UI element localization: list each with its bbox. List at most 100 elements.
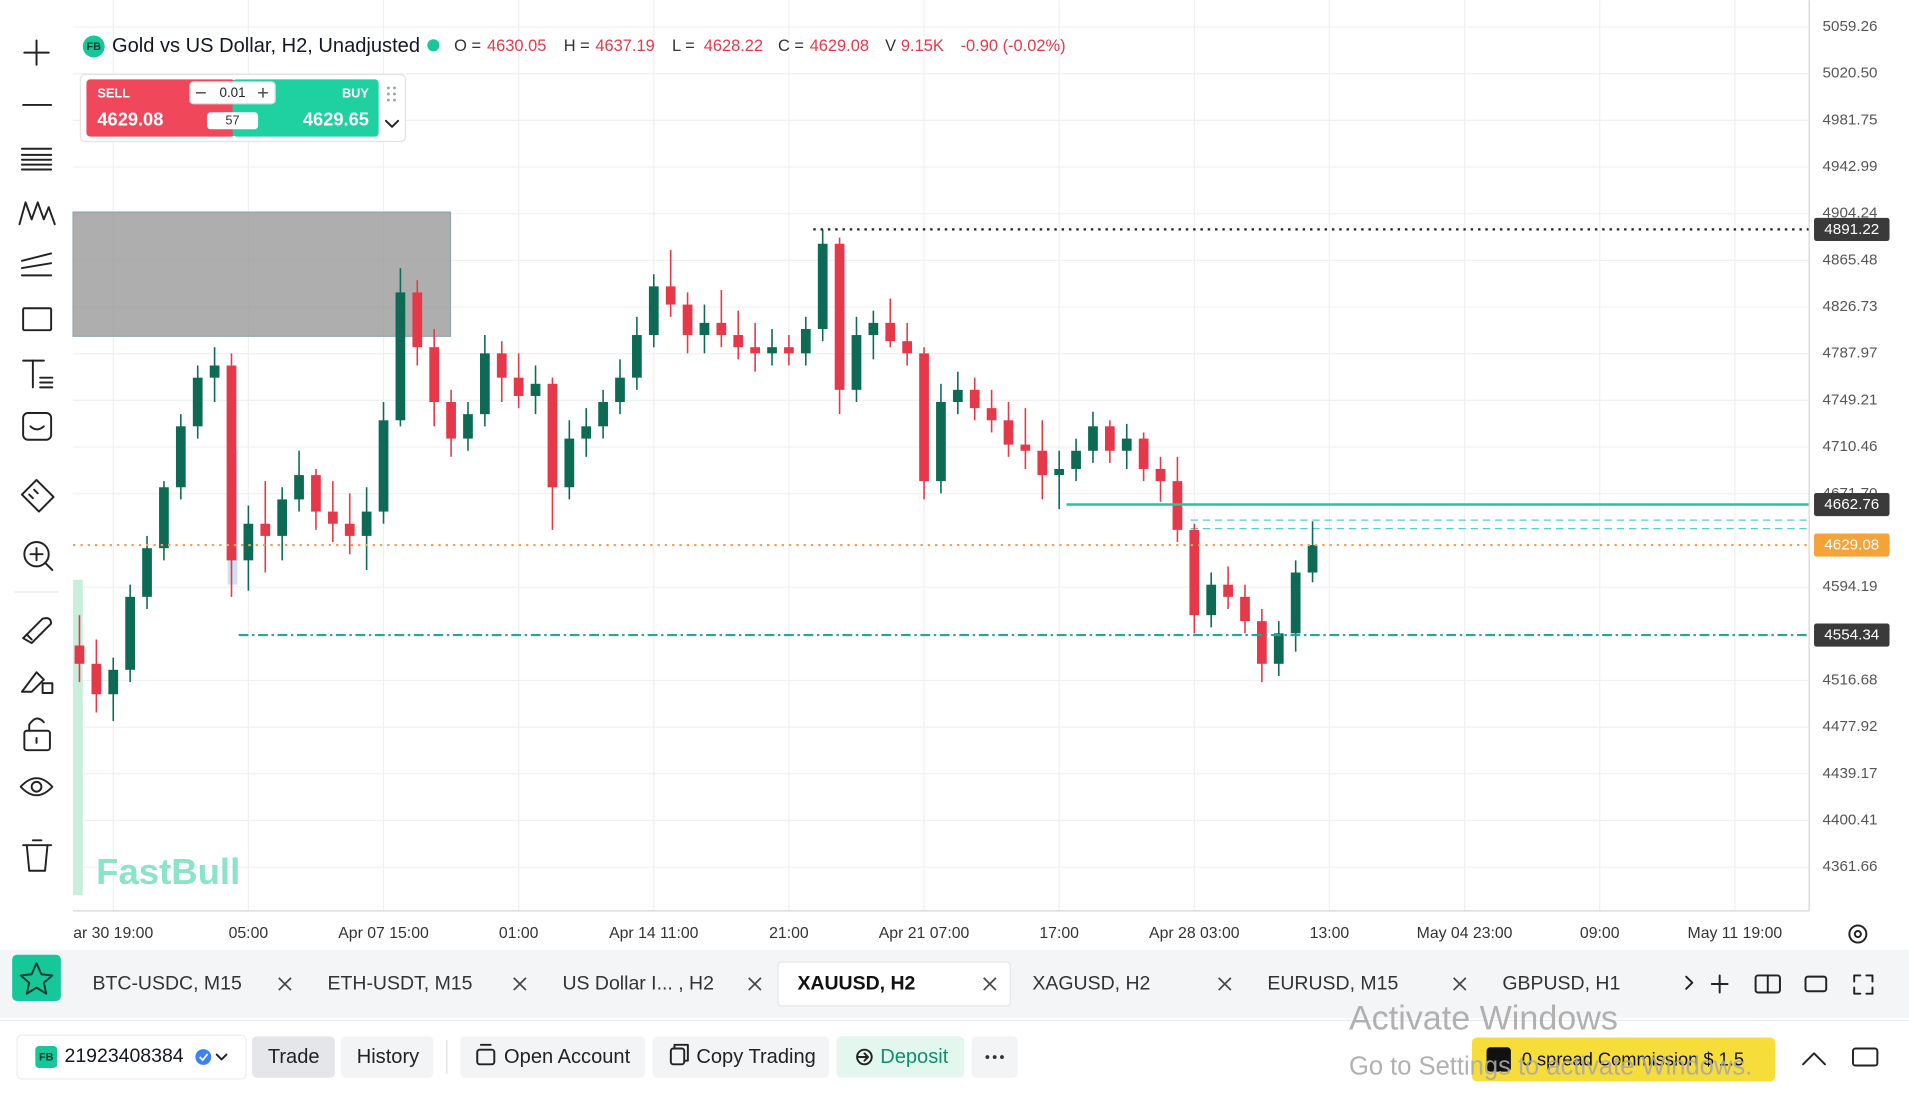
- candle-body: [446, 401, 456, 439]
- button-bg: [460, 1036, 646, 1078]
- fullscreen-button[interactable]: [1853, 974, 1874, 995]
- candle-body: [1189, 529, 1200, 616]
- x-tick-label: 21:00: [769, 925, 809, 942]
- tab[interactable]: XAGUSD, H2: [1032, 973, 1232, 995]
- candle-body: [885, 322, 896, 342]
- tab-close[interactable]: [513, 977, 527, 991]
- y-tick-label: 4826.73: [1823, 298, 1878, 315]
- stat-label: H =: [564, 37, 590, 55]
- x-tick-label: Apr 21 07:00: [879, 925, 970, 942]
- y-tick-label: 4516.68: [1823, 671, 1878, 688]
- tab-close[interactable]: [1453, 977, 1467, 991]
- price-axis: [1809, 0, 1909, 950]
- x-tick-label: May 11 19:00: [1688, 925, 1783, 942]
- button[interactable]: Deposit: [836, 1036, 965, 1078]
- tab-close[interactable]: [1218, 977, 1232, 991]
- watermark: FastBull: [96, 851, 240, 892]
- tab-close[interactable]: [748, 977, 762, 991]
- add-tab[interactable]: [1710, 974, 1729, 994]
- y-tick-label: 4787.97: [1823, 345, 1878, 362]
- magnet-tool[interactable]: [22, 617, 53, 645]
- spread-value: 57: [225, 113, 239, 128]
- candle-body: [175, 426, 186, 488]
- candle-body: [564, 438, 575, 488]
- tab[interactable]: US Dollar I... , H2: [562, 973, 762, 995]
- candle-body: [699, 322, 710, 336]
- x-tick-label: 05:00: [229, 925, 269, 942]
- x-tick-label: 13:00: [1310, 925, 1350, 942]
- candle-body: [902, 341, 913, 354]
- settings-icon[interactable]: [1848, 924, 1868, 944]
- window-button[interactable]: [1804, 975, 1828, 993]
- account-chevron[interactable]: [215, 1053, 228, 1061]
- collapse-button[interactable]: [1802, 1052, 1826, 1066]
- promo-banner[interactable]: [1471, 1037, 1776, 1082]
- candle-body: [1273, 633, 1284, 664]
- candle-body: [311, 475, 321, 512]
- button[interactable]: Open Account: [460, 1036, 646, 1078]
- stat-value: 9.15K: [901, 37, 944, 55]
- zone-rectangle: [72, 211, 452, 337]
- tabs-next[interactable]: [1685, 975, 1694, 990]
- candle-body: [1071, 450, 1081, 469]
- expand-chevron[interactable]: [384, 119, 400, 128]
- tab[interactable]: EURUSD, M15: [1267, 973, 1467, 995]
- candle-body: [1054, 468, 1065, 476]
- pattern-tool[interactable]: [18, 201, 56, 226]
- tab-close[interactable]: [278, 977, 292, 991]
- y-tick-label: 4594.19: [1823, 578, 1878, 595]
- candle-body: [716, 322, 727, 336]
- visibility-tool[interactable]: [19, 777, 54, 797]
- lock-drawing-tool[interactable]: [20, 671, 54, 694]
- drag-handle[interactable]: [386, 86, 396, 102]
- candle-body: [1206, 584, 1217, 616]
- candle-body: [919, 353, 929, 482]
- panel-button[interactable]: [1852, 1047, 1879, 1067]
- tab-close[interactable]: [983, 977, 997, 991]
- y-tick-label: 4710.46: [1823, 438, 1878, 455]
- delete-tool[interactable]: [22, 839, 53, 872]
- channel-tool[interactable]: [20, 252, 53, 277]
- y-tick-label: 4749.21: [1823, 391, 1878, 408]
- stat-value: 4629.08: [810, 37, 869, 55]
- crosshair-tool[interactable]: [23, 39, 50, 66]
- button[interactable]: History: [340, 1036, 434, 1078]
- y-tick-label: 4400.41: [1823, 811, 1878, 828]
- lot-input[interactable]: [189, 81, 276, 105]
- open-account-icon: [476, 1043, 496, 1066]
- rect-tool[interactable]: [22, 307, 53, 332]
- candle-body: [784, 347, 794, 354]
- ruler-tool[interactable]: [20, 478, 55, 513]
- tab[interactable]: ETH-USDT, M15: [328, 973, 527, 995]
- promo-text: 0 spread Commission $ 1.5: [1522, 1048, 1744, 1069]
- tab[interactable]: XAUUSD, H2: [777, 961, 1012, 1007]
- account-box[interactable]: [16, 1034, 247, 1080]
- account-badge-text: FB: [39, 1052, 54, 1064]
- favorites-button[interactable]: [12, 954, 61, 1002]
- button[interactable]: Trade: [252, 1036, 335, 1078]
- candle-body: [986, 408, 997, 421]
- button[interactable]: Copy Trading: [652, 1036, 830, 1078]
- tab[interactable]: BTC-USDC, M15: [93, 973, 292, 995]
- candle-body: [243, 523, 254, 561]
- candle-body: [412, 292, 423, 348]
- button-label: Trade: [268, 1046, 320, 1068]
- emoji-tool[interactable]: [22, 411, 53, 441]
- candle-body: [834, 243, 845, 390]
- candle-body: [1020, 444, 1031, 451]
- tab-label: XAUUSD, H2: [797, 973, 915, 995]
- layout-button[interactable]: [1754, 974, 1781, 994]
- button-bg: [252, 1036, 335, 1078]
- candle-body: [361, 511, 372, 536]
- deposit-icon: [856, 1048, 873, 1066]
- text-tool[interactable]: [22, 359, 54, 389]
- zoom-tool[interactable]: [23, 541, 54, 571]
- tab[interactable]: GBPUSD, H1: [1502, 973, 1620, 995]
- lock-tool[interactable]: [23, 717, 51, 752]
- candle-body: [1257, 621, 1267, 664]
- verified-icon: [195, 1049, 212, 1065]
- candle-body: [1138, 438, 1149, 469]
- fib-tool[interactable]: [20, 147, 53, 171]
- candle-body: [936, 401, 946, 482]
